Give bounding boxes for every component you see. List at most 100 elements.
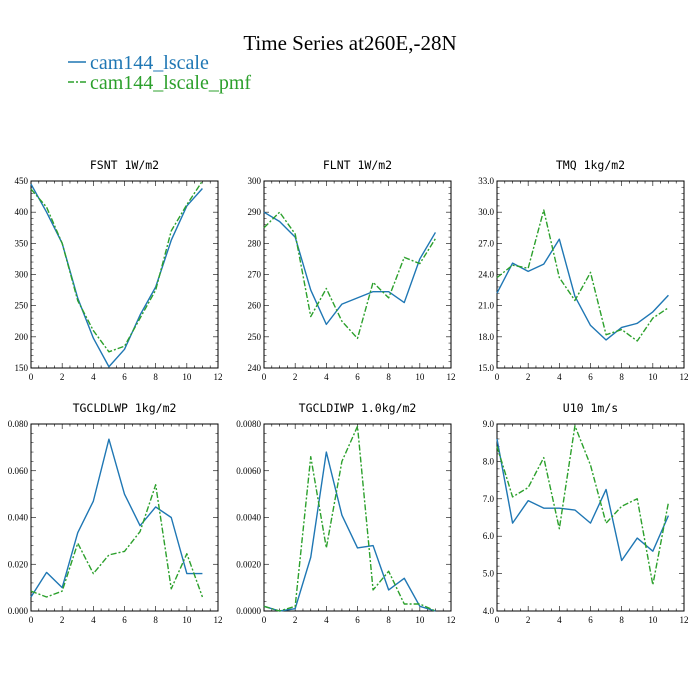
x-tick-label: 4 xyxy=(324,615,329,625)
panel-title: U10 1m/s xyxy=(563,401,618,415)
x-tick-label: 0 xyxy=(262,615,267,625)
series-line-cam144-lscale-pmf xyxy=(263,425,436,612)
x-tick-label: 2 xyxy=(60,615,65,625)
panel-title: FLNT 1W/m2 xyxy=(323,158,392,172)
y-tick-label: 21.0 xyxy=(478,301,494,311)
panel-4: TGCLDLWP 1kg/m2 0 2 4 6 8 10 12 0.000 0.020 0.040 0… xyxy=(8,401,223,625)
x-tick-label: 10 xyxy=(182,615,192,625)
panel-title: TMQ 1kg/m2 xyxy=(556,158,625,172)
x-tick-label: 2 xyxy=(60,372,65,382)
x-tick-label: 2 xyxy=(526,372,531,382)
plot-frame xyxy=(263,423,452,612)
y-tick-label: 24.0 xyxy=(478,270,494,280)
y-tick-label: 0.0040 xyxy=(236,513,261,523)
y-tick-label: 4.0 xyxy=(483,606,495,616)
y-tick-label: 6.0 xyxy=(483,531,495,541)
y-tick-label: 300 xyxy=(248,176,262,186)
x-tick-label: 12 xyxy=(680,372,689,382)
panel-6: U10 1m/s 0 2 4 6 8 10 12 4.0 5.0 6.0 7.0 8.0 9.0 xyxy=(483,401,689,625)
y-tick-label: 7.0 xyxy=(483,494,495,504)
panel-5: TGCLDIWP 1.0kg/m2 0 2 4 6 8 10 12 0.0000 0.0020 0.… xyxy=(236,401,455,625)
y-tick-label: 0.080 xyxy=(8,419,29,429)
panel-title: TGCLDIWP 1.0kg/m2 xyxy=(299,401,417,415)
x-tick-label: 6 xyxy=(122,372,127,382)
figure-title: Time Series at260E,-28N xyxy=(243,31,456,55)
x-tick-label: 12 xyxy=(214,372,223,382)
series-line-cam144-lscale xyxy=(496,438,670,562)
panel-1: FSNT 1W/m2 0 2 4 6 8 10 12 150 200 250 300 350 400 450 xyxy=(15,158,223,382)
x-tick-label: 8 xyxy=(386,615,391,625)
x-tick-label: 10 xyxy=(415,372,425,382)
legend-label-1: cam144_lscale xyxy=(90,52,209,74)
x-tick-label: 6 xyxy=(355,615,360,625)
x-tick-label: 6 xyxy=(588,372,593,382)
x-tick-label: 10 xyxy=(648,615,658,625)
x-tick-label: 0 xyxy=(495,615,500,625)
series-line-cam144-lscale xyxy=(496,238,669,341)
plot-frame xyxy=(30,423,219,612)
x-tick-label: 4 xyxy=(557,615,562,625)
x-tick-label: 6 xyxy=(122,615,127,625)
y-tick-label: 0.060 xyxy=(8,466,29,476)
x-tick-label: 10 xyxy=(182,372,192,382)
y-tick-label: 5.0 xyxy=(483,569,495,579)
x-tick-label: 2 xyxy=(526,615,531,625)
y-tick-label: 0.0080 xyxy=(236,419,261,429)
y-tick-label: 8.0 xyxy=(483,456,495,466)
x-tick-label: 0 xyxy=(495,372,500,382)
x-tick-label: 12 xyxy=(214,615,223,625)
y-tick-label: 450 xyxy=(15,176,29,186)
series-line-cam144-lscale-pmf xyxy=(496,209,669,342)
x-tick-label: 0 xyxy=(29,615,34,625)
plot-frame xyxy=(263,180,452,369)
y-tick-label: 280 xyxy=(248,238,262,248)
x-tick-label: 12 xyxy=(447,615,456,625)
y-tick-label: 240 xyxy=(248,363,262,373)
y-tick-label: 250 xyxy=(248,332,262,342)
x-tick-label: 8 xyxy=(619,372,624,382)
x-tick-label: 10 xyxy=(415,615,425,625)
panel-2: FLNT 1W/m2 0 2 4 6 8 10 12 240 250 260 270 280 290 300 xyxy=(248,158,456,382)
x-tick-label: 4 xyxy=(557,372,562,382)
y-tick-label: 18.0 xyxy=(478,332,494,342)
plot-frame xyxy=(30,180,219,369)
series-line-cam144-lscale-pmf xyxy=(30,180,204,353)
x-tick-label: 6 xyxy=(355,372,360,382)
panels-group: FSNT 1W/m20 2 4 6 8 10 12150200250300350400450… xyxy=(8,158,689,625)
panel-3: TMQ 1kg/m2 0 2 4 6 8 10 12 15.0 18.0 21.0 24.0 27.0 3… xyxy=(478,158,688,382)
plot-frame xyxy=(496,423,685,612)
series-line-cam144-lscale xyxy=(263,211,437,326)
x-tick-label: 8 xyxy=(153,372,158,382)
series-line-cam144-lscale xyxy=(263,451,436,612)
y-tick-label: 0.000 xyxy=(8,606,29,616)
y-tick-label: 9.0 xyxy=(483,419,495,429)
y-tick-label: 30.0 xyxy=(478,207,494,217)
legend: cam144_lscale cam144_lscale_pmf xyxy=(68,52,251,94)
plot-frame xyxy=(496,180,685,369)
x-tick-label: 6 xyxy=(588,615,593,625)
y-tick-label: 250 xyxy=(15,301,29,311)
y-tick-label: 300 xyxy=(15,270,29,280)
x-tick-label: 0 xyxy=(262,372,267,382)
x-tick-label: 8 xyxy=(153,615,158,625)
y-tick-label: 200 xyxy=(15,332,29,342)
x-tick-label: 10 xyxy=(648,372,658,382)
series-line-cam144-lscale-pmf xyxy=(496,425,670,586)
panel-title: FSNT 1W/m2 xyxy=(90,158,159,172)
y-tick-label: 0.0000 xyxy=(236,606,261,616)
series-line-cam144-lscale xyxy=(30,183,203,368)
y-tick-label: 27.0 xyxy=(478,238,494,248)
x-tick-label: 4 xyxy=(324,372,329,382)
y-tick-label: 270 xyxy=(248,270,262,280)
y-tick-label: 0.020 xyxy=(8,559,29,569)
x-tick-label: 2 xyxy=(293,615,298,625)
y-tick-label: 260 xyxy=(248,301,262,311)
y-tick-label: 0.0060 xyxy=(236,466,261,476)
y-tick-label: 15.0 xyxy=(478,363,494,373)
y-tick-label: 0.0020 xyxy=(236,559,261,569)
x-tick-label: 2 xyxy=(293,372,298,382)
x-tick-label: 0 xyxy=(29,372,34,382)
x-tick-label: 8 xyxy=(386,372,391,382)
series-line-cam144-lscale xyxy=(30,438,203,598)
